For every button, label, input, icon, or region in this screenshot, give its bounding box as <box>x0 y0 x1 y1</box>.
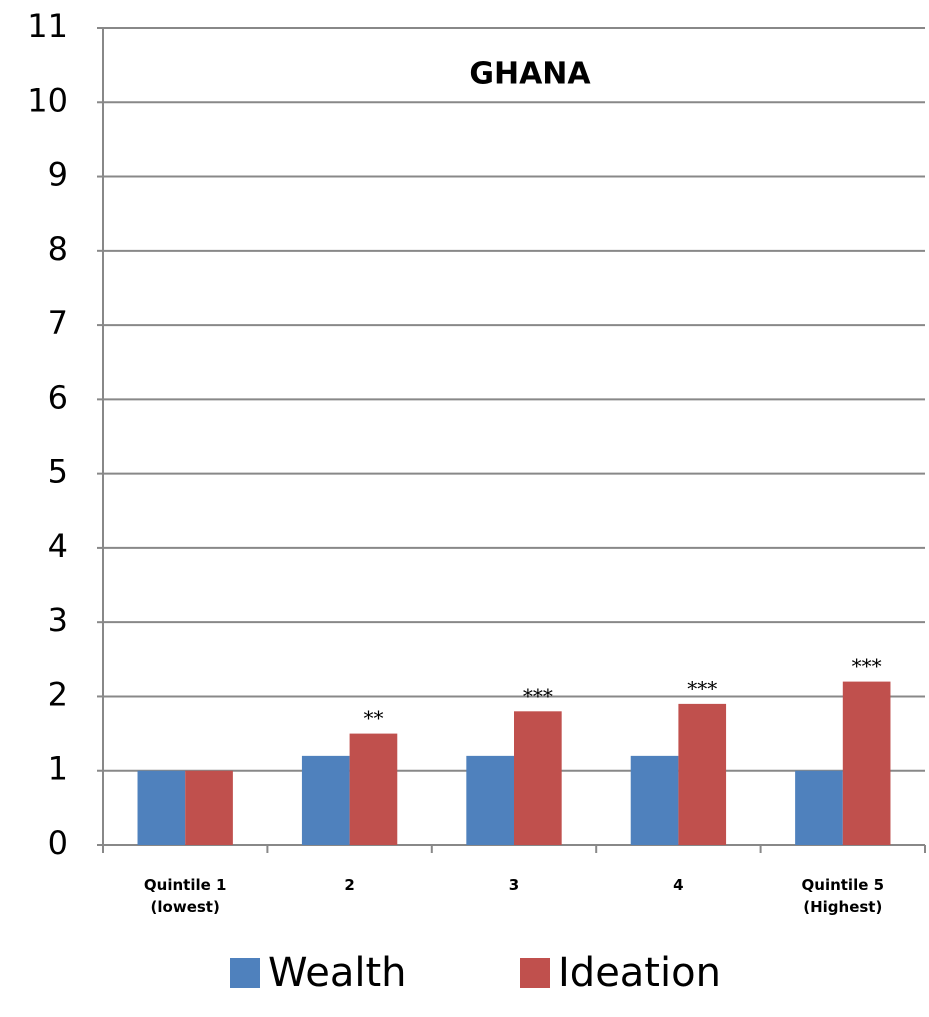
annotation: *** <box>523 684 553 708</box>
y-tick-label: 10 <box>27 81 68 119</box>
x-tick-label: 2 <box>344 876 355 894</box>
legend-swatch <box>520 958 550 988</box>
y-tick-label: 2 <box>48 675 68 713</box>
bar <box>795 770 843 845</box>
y-tick-label: 5 <box>48 453 68 491</box>
bar <box>137 770 186 845</box>
y-tick-label: 9 <box>48 156 68 194</box>
bar <box>842 681 891 845</box>
x-tick-label: Quintile 5 (Highest) <box>801 876 885 916</box>
x-tick-label: Quintile 1 (lowest) <box>143 876 227 916</box>
y-tick-label: 7 <box>48 304 68 342</box>
annotation: ** <box>363 706 383 730</box>
legend-label: Wealth <box>268 950 406 996</box>
annotation: *** <box>852 654 882 678</box>
y-tick-label: 3 <box>48 601 68 639</box>
legend-swatch <box>230 958 260 988</box>
bar <box>301 755 350 845</box>
y-tick-label: 8 <box>48 230 68 268</box>
y-tick-label: 0 <box>48 824 68 862</box>
bar <box>349 733 398 845</box>
bar <box>514 711 562 845</box>
chart-title: GHANA <box>469 57 591 92</box>
y-tick-label: 6 <box>48 378 68 416</box>
y-tick-label: 1 <box>48 750 68 788</box>
bar <box>678 703 727 845</box>
x-tick-label: 3 <box>508 876 520 894</box>
bar <box>185 770 233 845</box>
x-tick-label: 4 <box>673 876 684 894</box>
y-tick-label: 4 <box>48 527 68 565</box>
bar <box>466 755 514 845</box>
legend-label: Ideation <box>558 950 721 996</box>
y-tick-label: 11 <box>27 7 68 45</box>
annotation: *** <box>687 676 717 700</box>
bar <box>630 755 679 845</box>
